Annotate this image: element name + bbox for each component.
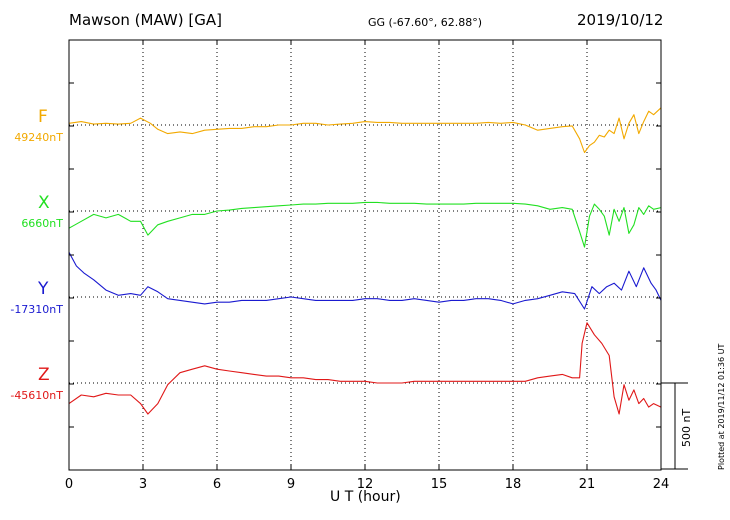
x-tick-label: 21: [579, 477, 596, 492]
baseline-label-x: 6660nT: [21, 217, 63, 230]
x-tick-label: 9: [287, 477, 295, 492]
x-tick-label: 0: [65, 477, 73, 492]
series-label-z: Z: [38, 365, 50, 385]
series-label-f: F: [38, 107, 48, 127]
series-line-f: [68, 107, 662, 154]
grid-lines: [69, 40, 661, 470]
x-tick-label: 18: [505, 477, 522, 492]
x-axis-label: U T (hour): [330, 489, 401, 505]
baseline-label-z: -45610nT: [10, 389, 63, 402]
x-tick-label: 3: [139, 477, 147, 492]
scale-bar-label: 500 nT: [680, 408, 693, 447]
date-label: 2019/10/12: [577, 11, 664, 29]
x-tick-label: 15: [431, 477, 448, 492]
baseline-label-f: 49240nT: [14, 131, 63, 144]
scale-bar: [661, 382, 688, 470]
baseline-label-y: -17310nT: [10, 303, 63, 316]
series-label-y: Y: [38, 279, 49, 299]
x-tick-label: 6: [213, 477, 221, 492]
x-ticks: 0 3 6 9 12 15 18 21 24: [65, 39, 670, 492]
series-layer: [68, 107, 662, 415]
coordinates-label: GG (-67.60°, 62.88°): [368, 16, 483, 29]
series-line-x: [68, 201, 662, 248]
series-line-y: [68, 252, 662, 310]
x-tick-label: 12: [357, 477, 374, 492]
station-title: Mawson (MAW) [GA]: [69, 11, 222, 29]
plotted-timestamp: Plotted at 2019/11/12 01:36 UT: [717, 343, 726, 470]
x-tick-label: 24: [653, 477, 670, 492]
series-line-z: [68, 322, 662, 415]
series-label-x: X: [38, 193, 50, 213]
